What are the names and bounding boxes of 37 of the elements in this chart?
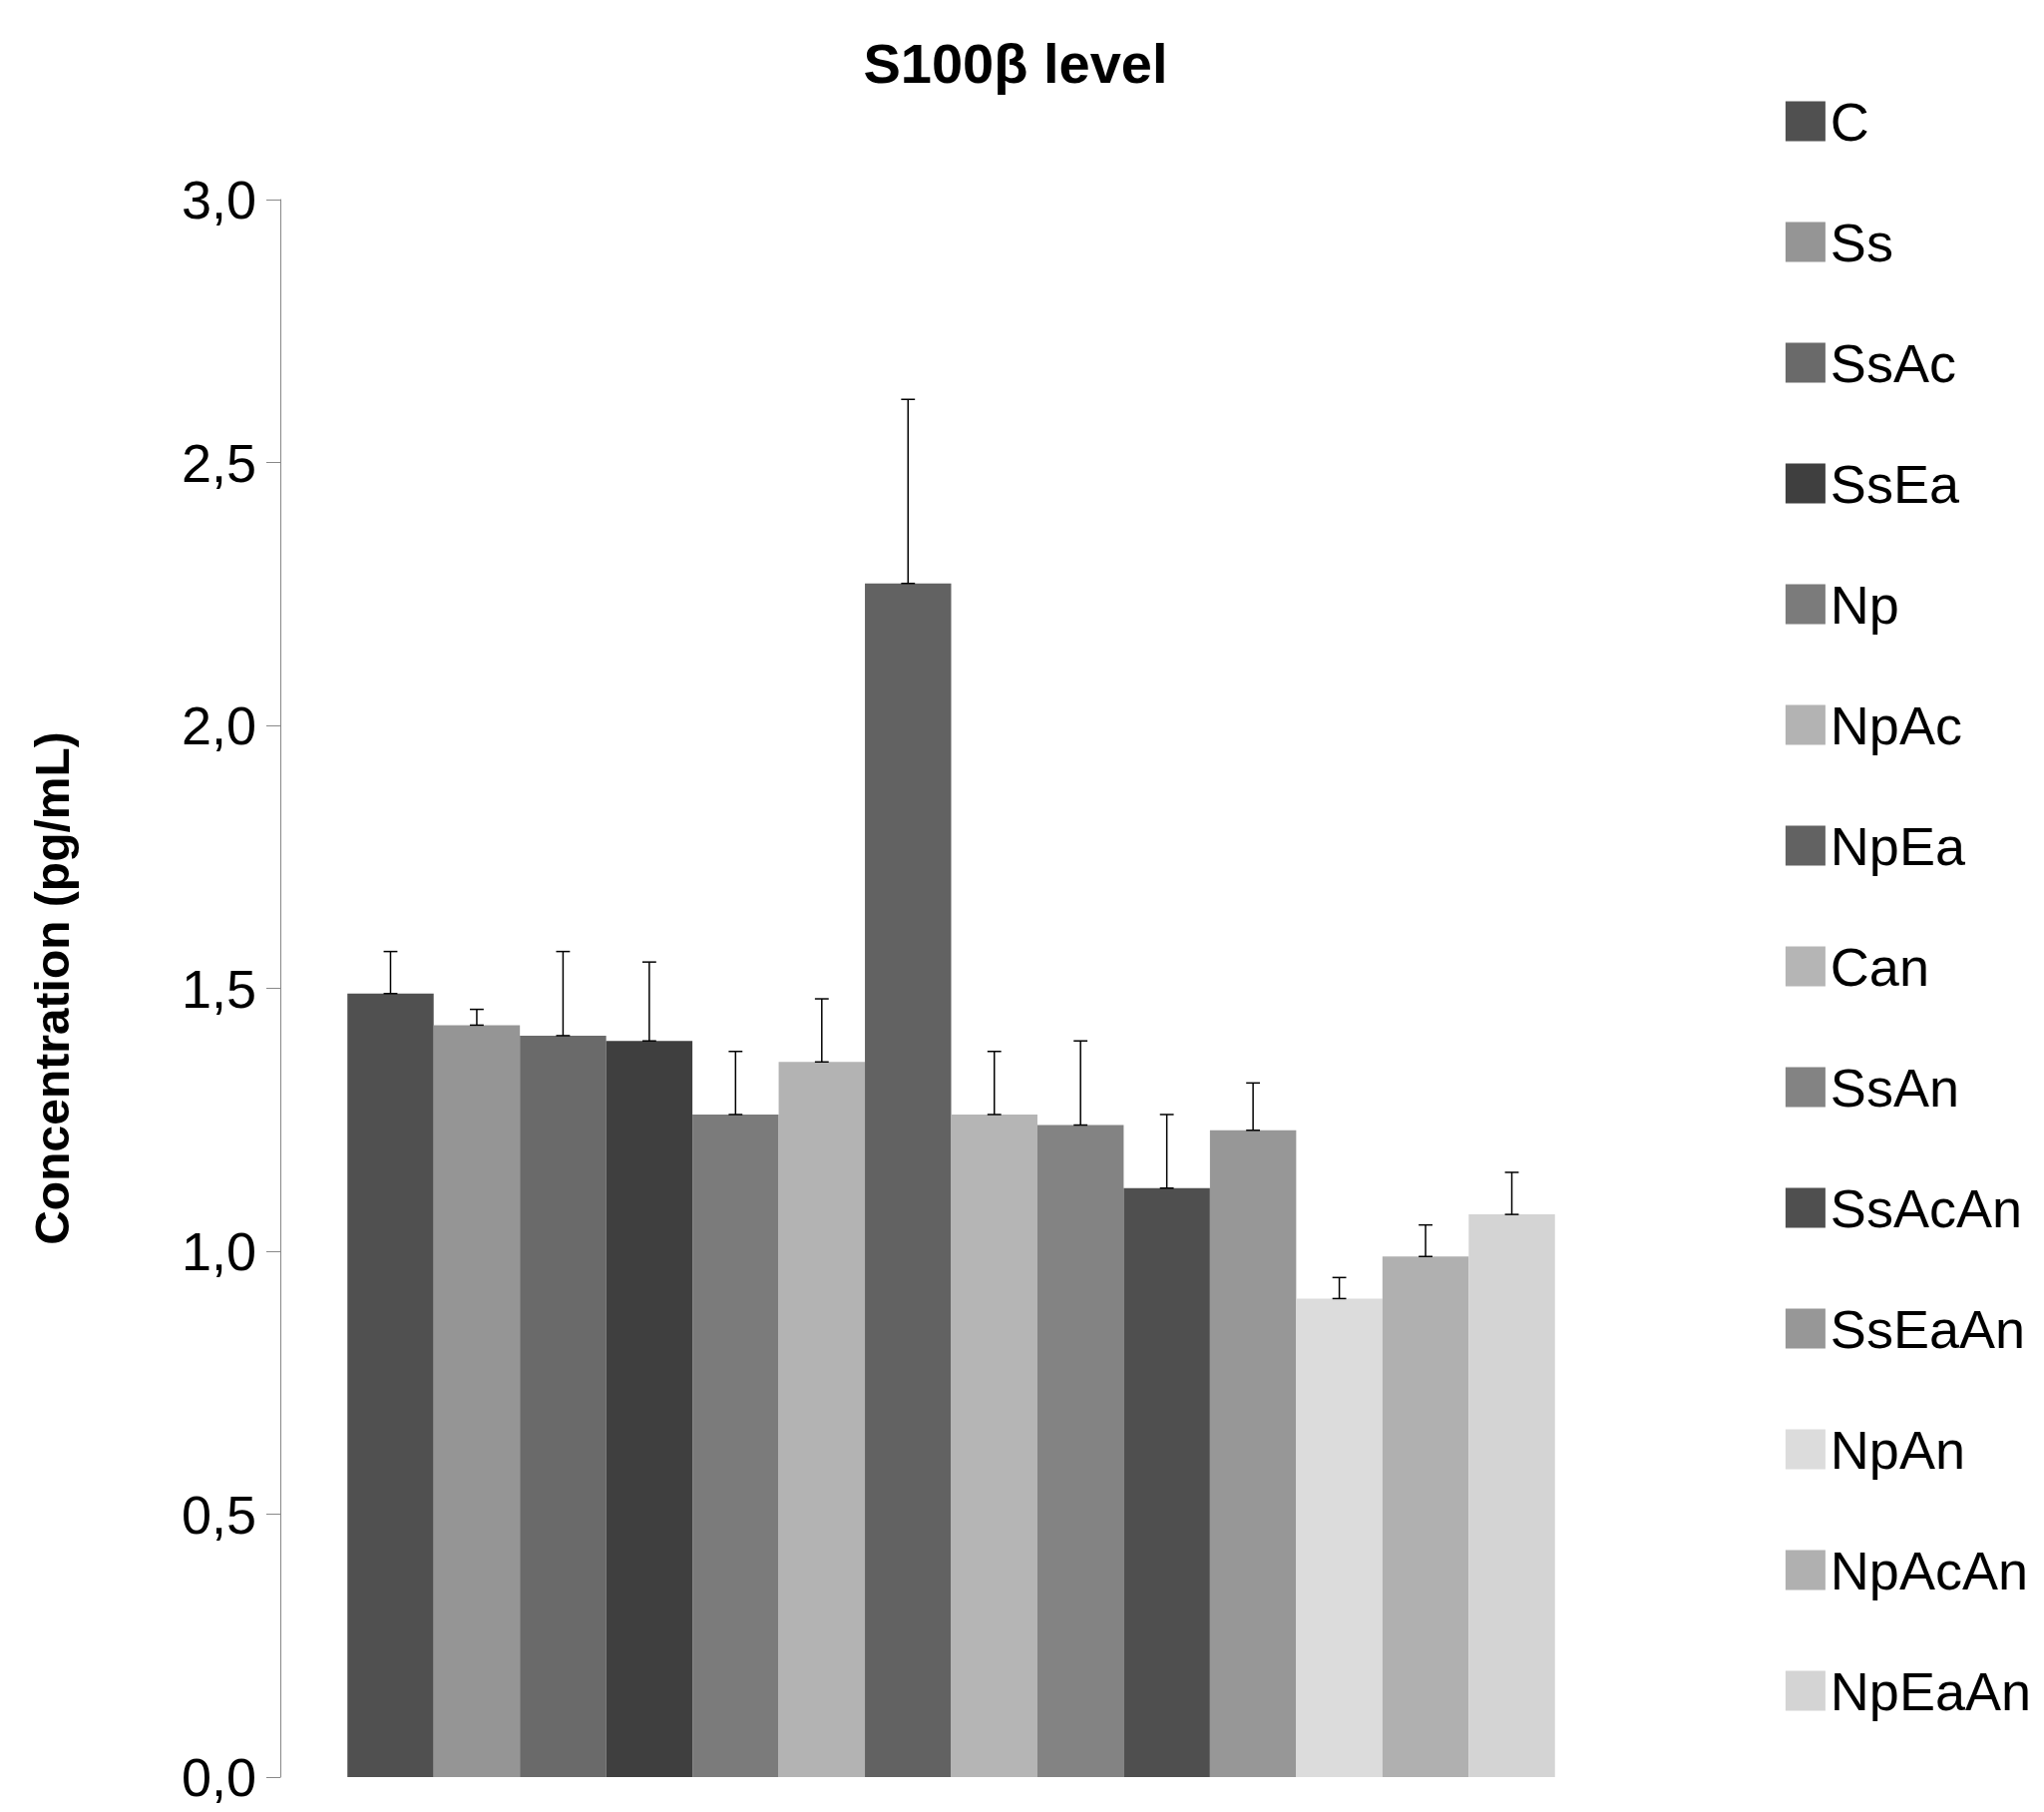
legend-label: SsEaAn bbox=[1830, 1298, 2025, 1359]
bar bbox=[1296, 1298, 1383, 1777]
chart-title: S100β level bbox=[863, 31, 1168, 95]
bar bbox=[433, 1025, 521, 1777]
y-tick-label: 1,0 bbox=[181, 1221, 256, 1281]
bar bbox=[1123, 1187, 1210, 1777]
bar bbox=[1036, 1125, 1124, 1777]
y-tick-label: 0,5 bbox=[181, 1484, 256, 1545]
legend-label: SsAn bbox=[1830, 1057, 1959, 1118]
y-tick-label: 3,0 bbox=[181, 170, 256, 229]
legend-label: C bbox=[1830, 91, 1869, 152]
bar bbox=[347, 993, 434, 1777]
legend-label: Ss bbox=[1830, 212, 1893, 272]
bar bbox=[606, 1041, 693, 1777]
bar bbox=[865, 583, 952, 1777]
y-tick-label: 2,0 bbox=[181, 695, 256, 755]
bar bbox=[951, 1114, 1037, 1777]
legend-label: NpEa bbox=[1830, 815, 1966, 876]
bar bbox=[520, 1035, 607, 1777]
legend-label: SsAc bbox=[1830, 332, 1956, 393]
bar bbox=[1209, 1130, 1297, 1777]
legend-label: Can bbox=[1830, 936, 1929, 997]
legend-label: SsAcAn bbox=[1830, 1177, 2022, 1238]
bar bbox=[1382, 1256, 1469, 1777]
bar bbox=[1468, 1214, 1555, 1777]
y-tick-label: 1,5 bbox=[181, 958, 256, 1019]
y-axis-title: Concentration (pg/mL) bbox=[25, 731, 79, 1245]
bar bbox=[692, 1114, 779, 1777]
legend-label: SsEa bbox=[1830, 453, 1960, 514]
y-tick-label: 0,0 bbox=[181, 1747, 256, 1807]
legend-label: NpAc bbox=[1830, 694, 1962, 755]
legend-label: NpEaAn bbox=[1830, 1660, 2032, 1721]
legend-label: Np bbox=[1830, 574, 1899, 635]
legend-label: NpAcAn bbox=[1830, 1540, 2028, 1600]
legend-label: NpAn bbox=[1830, 1419, 1965, 1480]
bar bbox=[778, 1062, 866, 1777]
y-tick-label: 2,5 bbox=[181, 432, 256, 493]
